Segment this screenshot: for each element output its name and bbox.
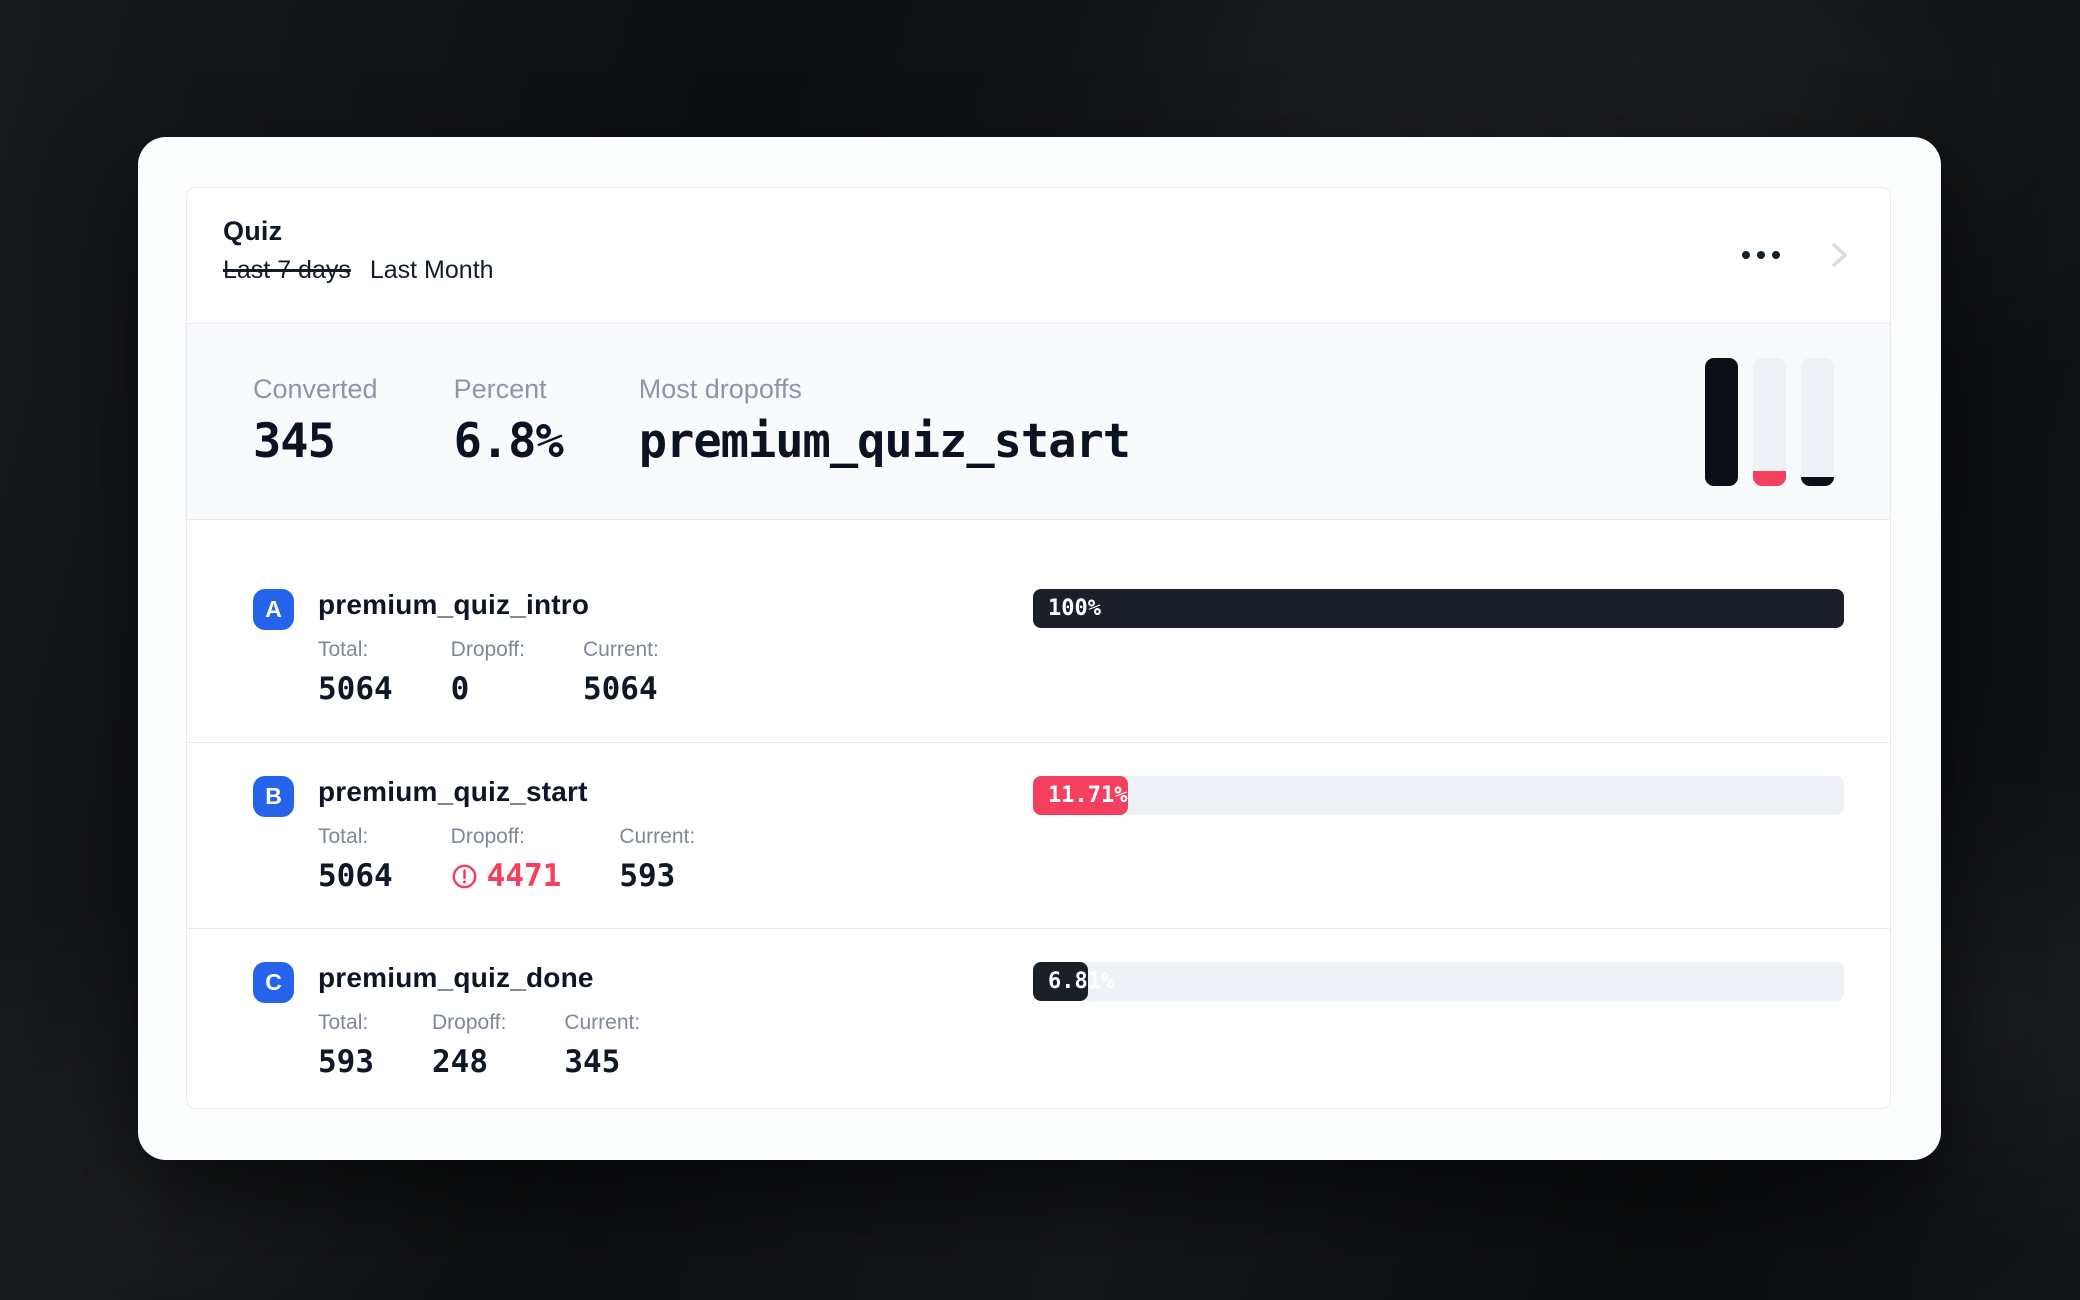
minichart-bar-2 [1753,357,1786,486]
step-a-percent-label: 100% [1048,596,1101,621]
step-b-name: premium_quiz_start [318,776,588,807]
funnel-minichart [1705,357,1834,486]
chevron-right-icon[interactable] [1826,240,1852,270]
step-c-dropoff-value: 248 [432,1044,488,1080]
step-b-dropoff-number: 4471 [486,858,562,894]
minichart-bar-3-fill [1801,476,1834,486]
step-a-current-value: 5064 [582,671,658,707]
minichart-bar-1-fill [1705,357,1738,486]
step-a-stats: Total: 5064 Dropoff: 0 Current: 5064 [318,638,659,707]
current-label: Current: [564,1011,641,1034]
summary-stats-band: Converted 345 Percent 6.8% Most dropoffs… [187,323,1890,520]
step-b-badge: B [253,776,294,817]
step-a-name: premium_quiz_intro [318,589,590,620]
step-c-current: Current: 345 [564,1011,640,1080]
step-c-dropoff: Dropoff: 248 [432,1011,506,1080]
stat-percent-value: 6.8% [453,414,564,469]
total-label: Total: [318,825,369,848]
step-c-info: C premium_quiz_done Total: 593 Dropoff: … [253,962,640,1080]
card-header: Quiz Last 7 days Last Month [187,188,1890,323]
step-c-badge: C [253,962,294,1003]
funnel-card: Quiz Last 7 days Last Month Converted 34… [186,187,1891,1109]
step-c-name: premium_quiz_done [318,962,594,993]
step-b-total: Total: 5064 [318,825,393,894]
stat-percent: Percent 6.8% [453,374,564,469]
step-a-content: premium_quiz_intro Total: 5064 Dropoff: … [318,589,659,707]
stat-most-dropoffs: Most dropoffs premium_quiz_start [638,374,1131,469]
current-label: Current: [582,638,659,661]
step-b-progress-fill [1033,776,1128,815]
step-b-percent-label: 11.71% [1048,783,1128,808]
funnel-step-row-c: C premium_quiz_done Total: 593 Dropoff: … [187,928,1890,1108]
step-c-percent-label: 6.81% [1048,969,1115,994]
funnel-step-row-a: A premium_quiz_intro Total: 5064 Dropoff… [187,556,1890,742]
step-a-total: Total: 5064 [318,638,393,707]
step-c-total: Total: 593 [318,1011,374,1080]
minichart-bar-2-fill [1753,470,1786,486]
step-b-info: B premium_quiz_start Total: 5064 Dropoff… [253,776,695,894]
step-c-current-value: 345 [564,1044,621,1080]
step-a-progress-fill [1033,589,1844,628]
dropoff-label: Dropoff: [432,1011,507,1034]
step-a-total-value: 5064 [318,671,393,707]
page-title: Quiz [223,216,283,246]
header-actions [1740,240,1852,270]
time-range-selector: Last 7 days Last Month [223,256,1850,285]
step-a-dropoff: Dropoff: 0 [451,638,525,707]
step-c-progress-fill [1033,962,1089,1001]
widget-panel: Quiz Last 7 days Last Month Converted 34… [138,137,1941,1160]
dropoff-label: Dropoff: [450,638,525,661]
step-b-dropoff: Dropoff: 4471 [451,825,562,894]
total-label: Total: [318,1011,369,1034]
step-b-progress-track: 11.71% [1033,776,1844,815]
step-c-content: premium_quiz_done Total: 593 Dropoff: 24… [318,962,640,1080]
minichart-bar-1 [1705,357,1738,486]
stat-most-dropoffs-value: premium_quiz_start [638,414,1131,469]
step-b-current-value: 593 [619,858,676,894]
step-c-progress-track: 6.81% [1033,962,1844,1001]
stat-most-dropoffs-label: Most dropoffs [638,374,802,404]
stat-converted-value: 345 [253,414,336,469]
step-a-dropoff-value: 0 [450,671,470,707]
step-a-current: Current: 5064 [583,638,659,707]
ellipsis-menu-icon[interactable] [1740,245,1782,265]
stat-converted-label: Converted [253,374,378,404]
time-range-last-7-days[interactable]: Last 7 days [223,256,351,284]
dropoff-label: Dropoff: [450,825,525,848]
step-b-total-value: 5064 [318,858,393,894]
step-c-total-value: 593 [318,1044,374,1080]
step-a-info: A premium_quiz_intro Total: 5064 Dropoff… [253,589,659,707]
minichart-bar-3 [1801,357,1834,486]
funnel-step-row-b: B premium_quiz_start Total: 5064 Dropoff… [187,742,1890,928]
step-a-badge: A [253,589,294,630]
step-a-progress-track: 100% [1033,589,1844,628]
step-b-stats: Total: 5064 Dropoff: 4471 [318,825,695,894]
time-range-last-month[interactable]: Last Month [369,256,494,284]
stat-percent-label: Percent [453,374,547,404]
total-label: Total: [318,638,369,661]
funnel-steps-list: A premium_quiz_intro Total: 5064 Dropoff… [187,520,1890,1108]
step-b-current: Current: 593 [619,825,695,894]
current-label: Current: [619,825,696,848]
step-c-stats: Total: 593 Dropoff: 248 Current: 345 [318,1011,640,1080]
alert-circle-icon [451,863,478,890]
step-b-dropoff-value: 4471 [451,858,562,894]
stat-converted: Converted 345 [253,374,378,469]
step-b-content: premium_quiz_start Total: 5064 Dropoff: [318,776,695,894]
